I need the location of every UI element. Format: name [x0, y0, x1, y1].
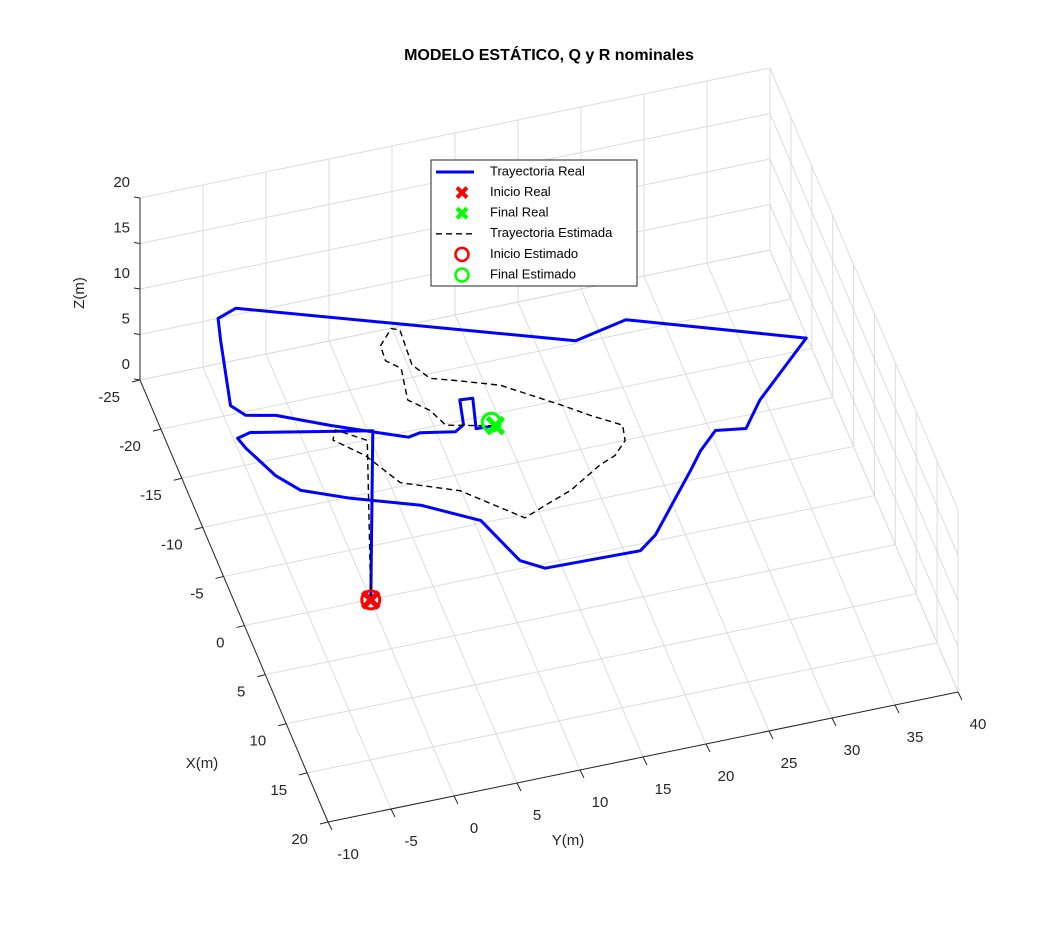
y-tick [327, 821, 333, 831]
x-tick-label: 15 [270, 782, 287, 799]
grid-line [769, 67, 959, 511]
grid-line [580, 288, 770, 732]
y-tick [831, 717, 837, 727]
z-tick [133, 287, 141, 290]
x-tick-label: 10 [250, 733, 267, 750]
grid-line [454, 314, 644, 758]
legend-label: Trayectoria Estimada [490, 225, 613, 240]
legend-swatch [455, 186, 469, 200]
grid-line [769, 204, 959, 647]
x-tick-label: -20 [119, 438, 141, 455]
z-tick [133, 333, 141, 335]
y-tick [768, 730, 774, 740]
z-tick-label: 0 [122, 356, 130, 373]
y-tick [579, 769, 585, 779]
z-tick [133, 378, 141, 381]
x-tick [173, 477, 182, 481]
grid-line [769, 249, 959, 693]
x-tick [194, 526, 203, 530]
y-tick-label: 15 [655, 781, 672, 798]
legend-label: Inicio Real [490, 184, 551, 199]
grid-line [139, 67, 771, 199]
y-tick-label: -5 [404, 833, 417, 850]
grid-line [769, 113, 959, 556]
x-tick-label: -10 [161, 536, 183, 553]
z-tick [133, 196, 141, 199]
grid-line [139, 249, 771, 381]
z-axis-label: Z(m) [71, 277, 88, 309]
y-tick-label: 10 [592, 794, 609, 811]
legend-box [430, 159, 638, 287]
grid-line [202, 366, 392, 810]
x-tick [131, 379, 141, 383]
grid-line [643, 275, 833, 719]
y-tick [705, 743, 711, 753]
y-tick-label: 35 [907, 729, 924, 746]
legend-label: Final Estimado [490, 266, 576, 281]
y-tick-label: -10 [337, 846, 359, 863]
z-tick-label: 15 [113, 219, 130, 236]
legend-label: Trayectoria Real [490, 163, 585, 178]
x-tick-label: -5 [190, 585, 203, 602]
legend-swatch [455, 206, 469, 220]
plot-area [216, 306, 808, 611]
trajectory-line [216, 306, 808, 600]
x-tick [257, 674, 266, 678]
y-tick-label: 5 [533, 807, 541, 824]
y-tick [957, 691, 963, 701]
y-tick-label: 40 [970, 716, 987, 733]
legend-label: Final Real [490, 205, 549, 220]
z-tick-label: 5 [122, 310, 130, 327]
y-tick-label: 25 [781, 755, 798, 772]
x-tick-label: 0 [216, 635, 224, 652]
marker-circle [480, 411, 502, 433]
grid-line [328, 340, 518, 784]
x-tick-label: 20 [291, 831, 308, 848]
x-tick [152, 428, 162, 432]
x-tick [278, 723, 287, 727]
legend: Trayectoria Real Inicio Real Final Real Tra… [430, 159, 638, 287]
trajectory-line [332, 327, 626, 600]
x-tick-label: -15 [140, 487, 162, 504]
legend-swatch [454, 267, 470, 283]
x-tick [236, 625, 245, 629]
legend-label: Inicio Estimado [490, 246, 578, 261]
y-tick-label: 0 [470, 820, 478, 837]
x-tick [298, 772, 308, 776]
x-tick-label: -25 [98, 389, 120, 406]
y-tick-label: 30 [844, 742, 861, 759]
chart-title: MODELO ESTÁTICO, Q y R nominales [404, 45, 694, 64]
grid-line [706, 262, 896, 706]
marker-circle [360, 589, 382, 611]
y-tick [642, 756, 648, 766]
grid-line [517, 301, 707, 745]
grid-line [769, 158, 959, 602]
y-tick [894, 704, 900, 714]
legend-swatch [454, 246, 470, 263]
grid-line [265, 353, 455, 797]
grid: -25 -20 -15 -10 -5 0 5 10 15 20 -10 -5 0 5 10 15 20 25 30 3… [98, 67, 987, 863]
x-tick-label: 5 [237, 684, 245, 701]
x-tick [319, 821, 329, 825]
x-axis [139, 379, 329, 823]
z-tick-label: 10 [113, 265, 130, 282]
z-tick [133, 242, 141, 244]
y-tick [453, 795, 459, 805]
x-tick [215, 575, 224, 579]
y-tick [390, 808, 396, 818]
y-axis-label: Y(m) [552, 832, 585, 849]
y-tick [516, 782, 522, 792]
z-tick-label: 20 [113, 174, 130, 191]
x-axis-label: X(m) [186, 755, 219, 772]
y-tick-label: 20 [718, 768, 735, 785]
grid-line [391, 327, 581, 771]
